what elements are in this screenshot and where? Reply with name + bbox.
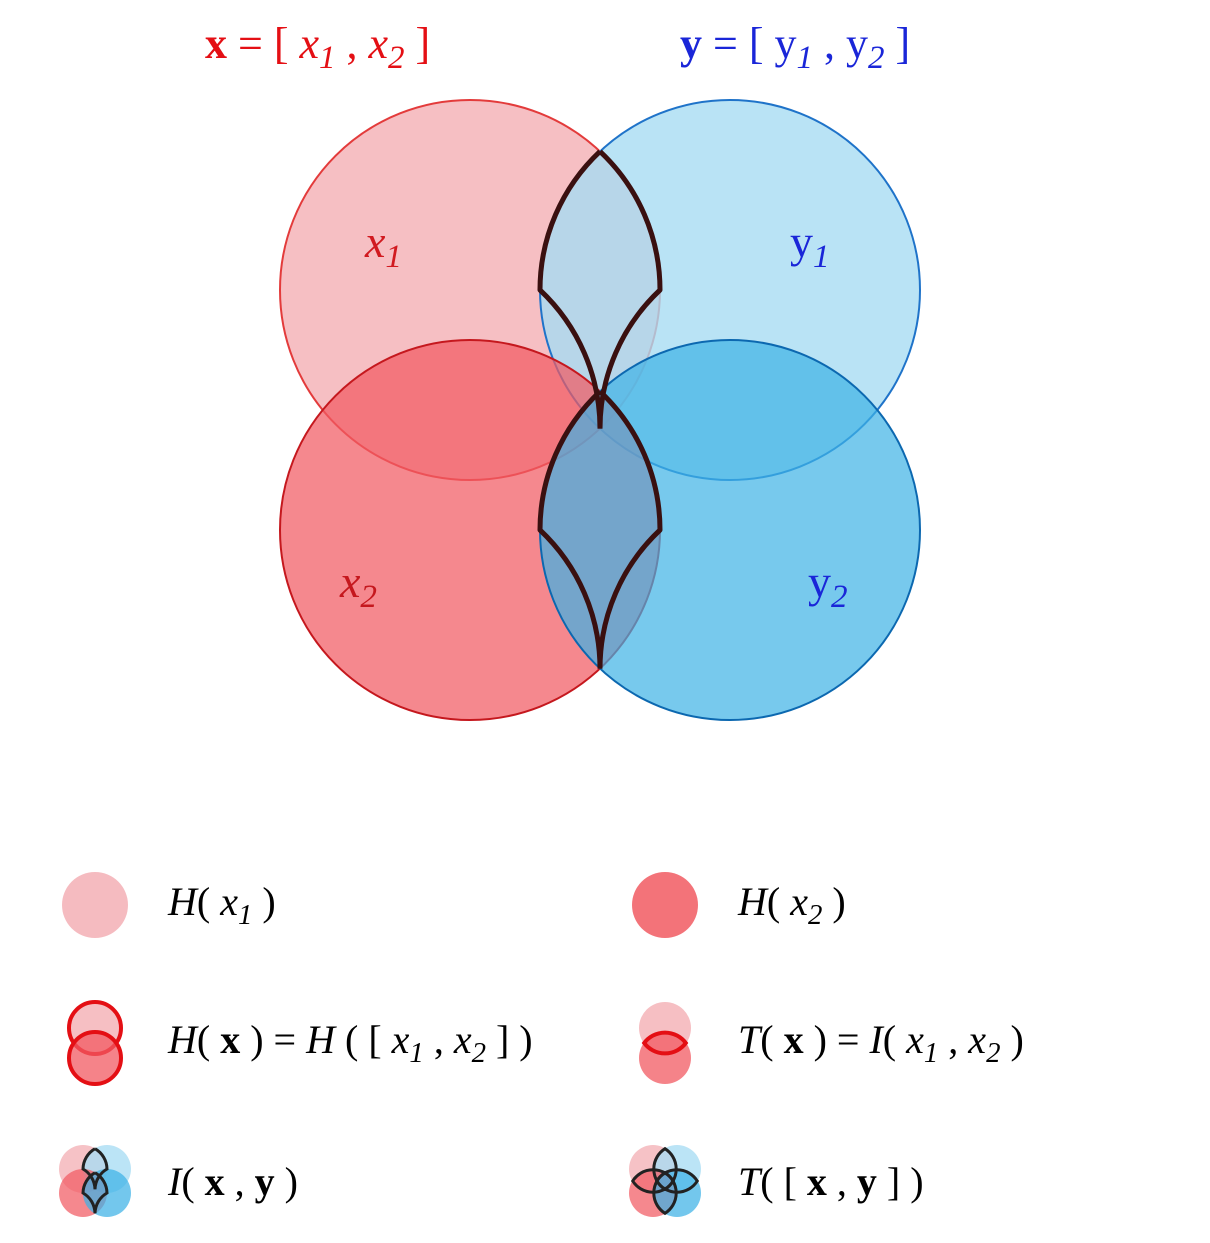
venn-label-x2: x2 xyxy=(340,555,377,616)
legend-item-H-x2: H( x2 ) xyxy=(620,860,1170,950)
venn-diagram xyxy=(0,0,1210,850)
legend-icon-single xyxy=(620,860,710,950)
legend-icon-two-outline xyxy=(50,998,140,1088)
legend-icon-four-all-lens xyxy=(620,1136,710,1226)
legend-icon-four-vert-lens xyxy=(50,1136,140,1226)
legend-item-H-x1: H( x1 ) xyxy=(50,860,600,950)
legend-icon-single xyxy=(50,860,140,950)
legend-label: I( x , y ) xyxy=(168,1158,298,1205)
legend-label: H( x1 ) xyxy=(168,878,276,932)
legend-item-T-xy: T( [ x , y ] ) xyxy=(620,1136,1170,1226)
venn-label-y2: y2 xyxy=(808,555,848,616)
venn-label-y1: y1 xyxy=(790,215,830,276)
legend-icon-two-lens xyxy=(620,998,710,1088)
legend-label: T( [ x , y ] ) xyxy=(738,1158,924,1205)
legend: H( x1 ) H( x2 ) H( x ) = H ( [ x1 , x2 ]… xyxy=(50,860,1170,1226)
legend-label: T( x ) = I( x1 , x2 ) xyxy=(738,1016,1024,1070)
venn-label-x1: x1 xyxy=(365,215,402,276)
legend-item-H-x: H( x ) = H ( [ x1 , x2 ] ) xyxy=(50,998,600,1088)
legend-item-I-xy: I( x , y ) xyxy=(50,1136,600,1226)
legend-item-T-x: T( x ) = I( x1 , x2 ) xyxy=(620,998,1170,1088)
legend-label: H( x2 ) xyxy=(738,878,846,932)
legend-label: H( x ) = H ( [ x1 , x2 ] ) xyxy=(168,1016,533,1070)
